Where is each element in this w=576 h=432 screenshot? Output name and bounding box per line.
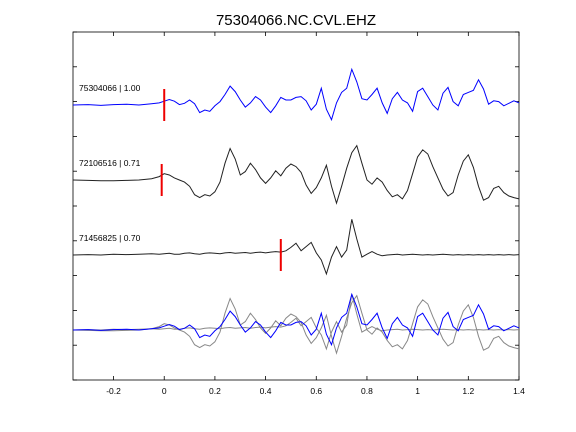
- x-tick-label: 1.2: [462, 386, 474, 396]
- x-tick-label: 0: [162, 386, 167, 396]
- x-tick-label: 0.2: [209, 386, 221, 396]
- x-tick-label: 1.4: [513, 386, 525, 396]
- x-tick-label: 0.8: [361, 386, 373, 396]
- trace-line-71456825: [72, 219, 520, 276]
- y-ticks: [73, 31, 519, 381]
- x-tick-label: 0.6: [310, 386, 322, 396]
- overlay-line-71456825: [72, 294, 520, 351]
- overlay-group: [72, 292, 520, 355]
- x-tick-label: 0.4: [260, 386, 272, 396]
- overlay-line-75304066: [72, 292, 520, 347]
- trace-label-75304066: 75304066 | 1.00: [79, 83, 141, 93]
- trace-line-72106516: [72, 144, 520, 205]
- x-tick-label: -0.2: [106, 386, 121, 396]
- chart-title: 75304066.NC.CVL.EHZ: [216, 12, 376, 29]
- x-tick-label: 1: [415, 386, 420, 396]
- trace-label-72106516: 72106516 | 0.71: [79, 158, 141, 168]
- x-ticks: -0.2 0 0.2 0.4 0.6 0.8 1 1.2 1.4: [106, 32, 525, 396]
- overlay-line-72106516: [72, 294, 520, 355]
- traces-group: 75304066 | 1.00 72106516 | 0.71 71456825 |…: [72, 67, 520, 276]
- trace-label-71456825: 71456825 | 0.70: [79, 233, 141, 243]
- trace-line-75304066: [72, 67, 520, 122]
